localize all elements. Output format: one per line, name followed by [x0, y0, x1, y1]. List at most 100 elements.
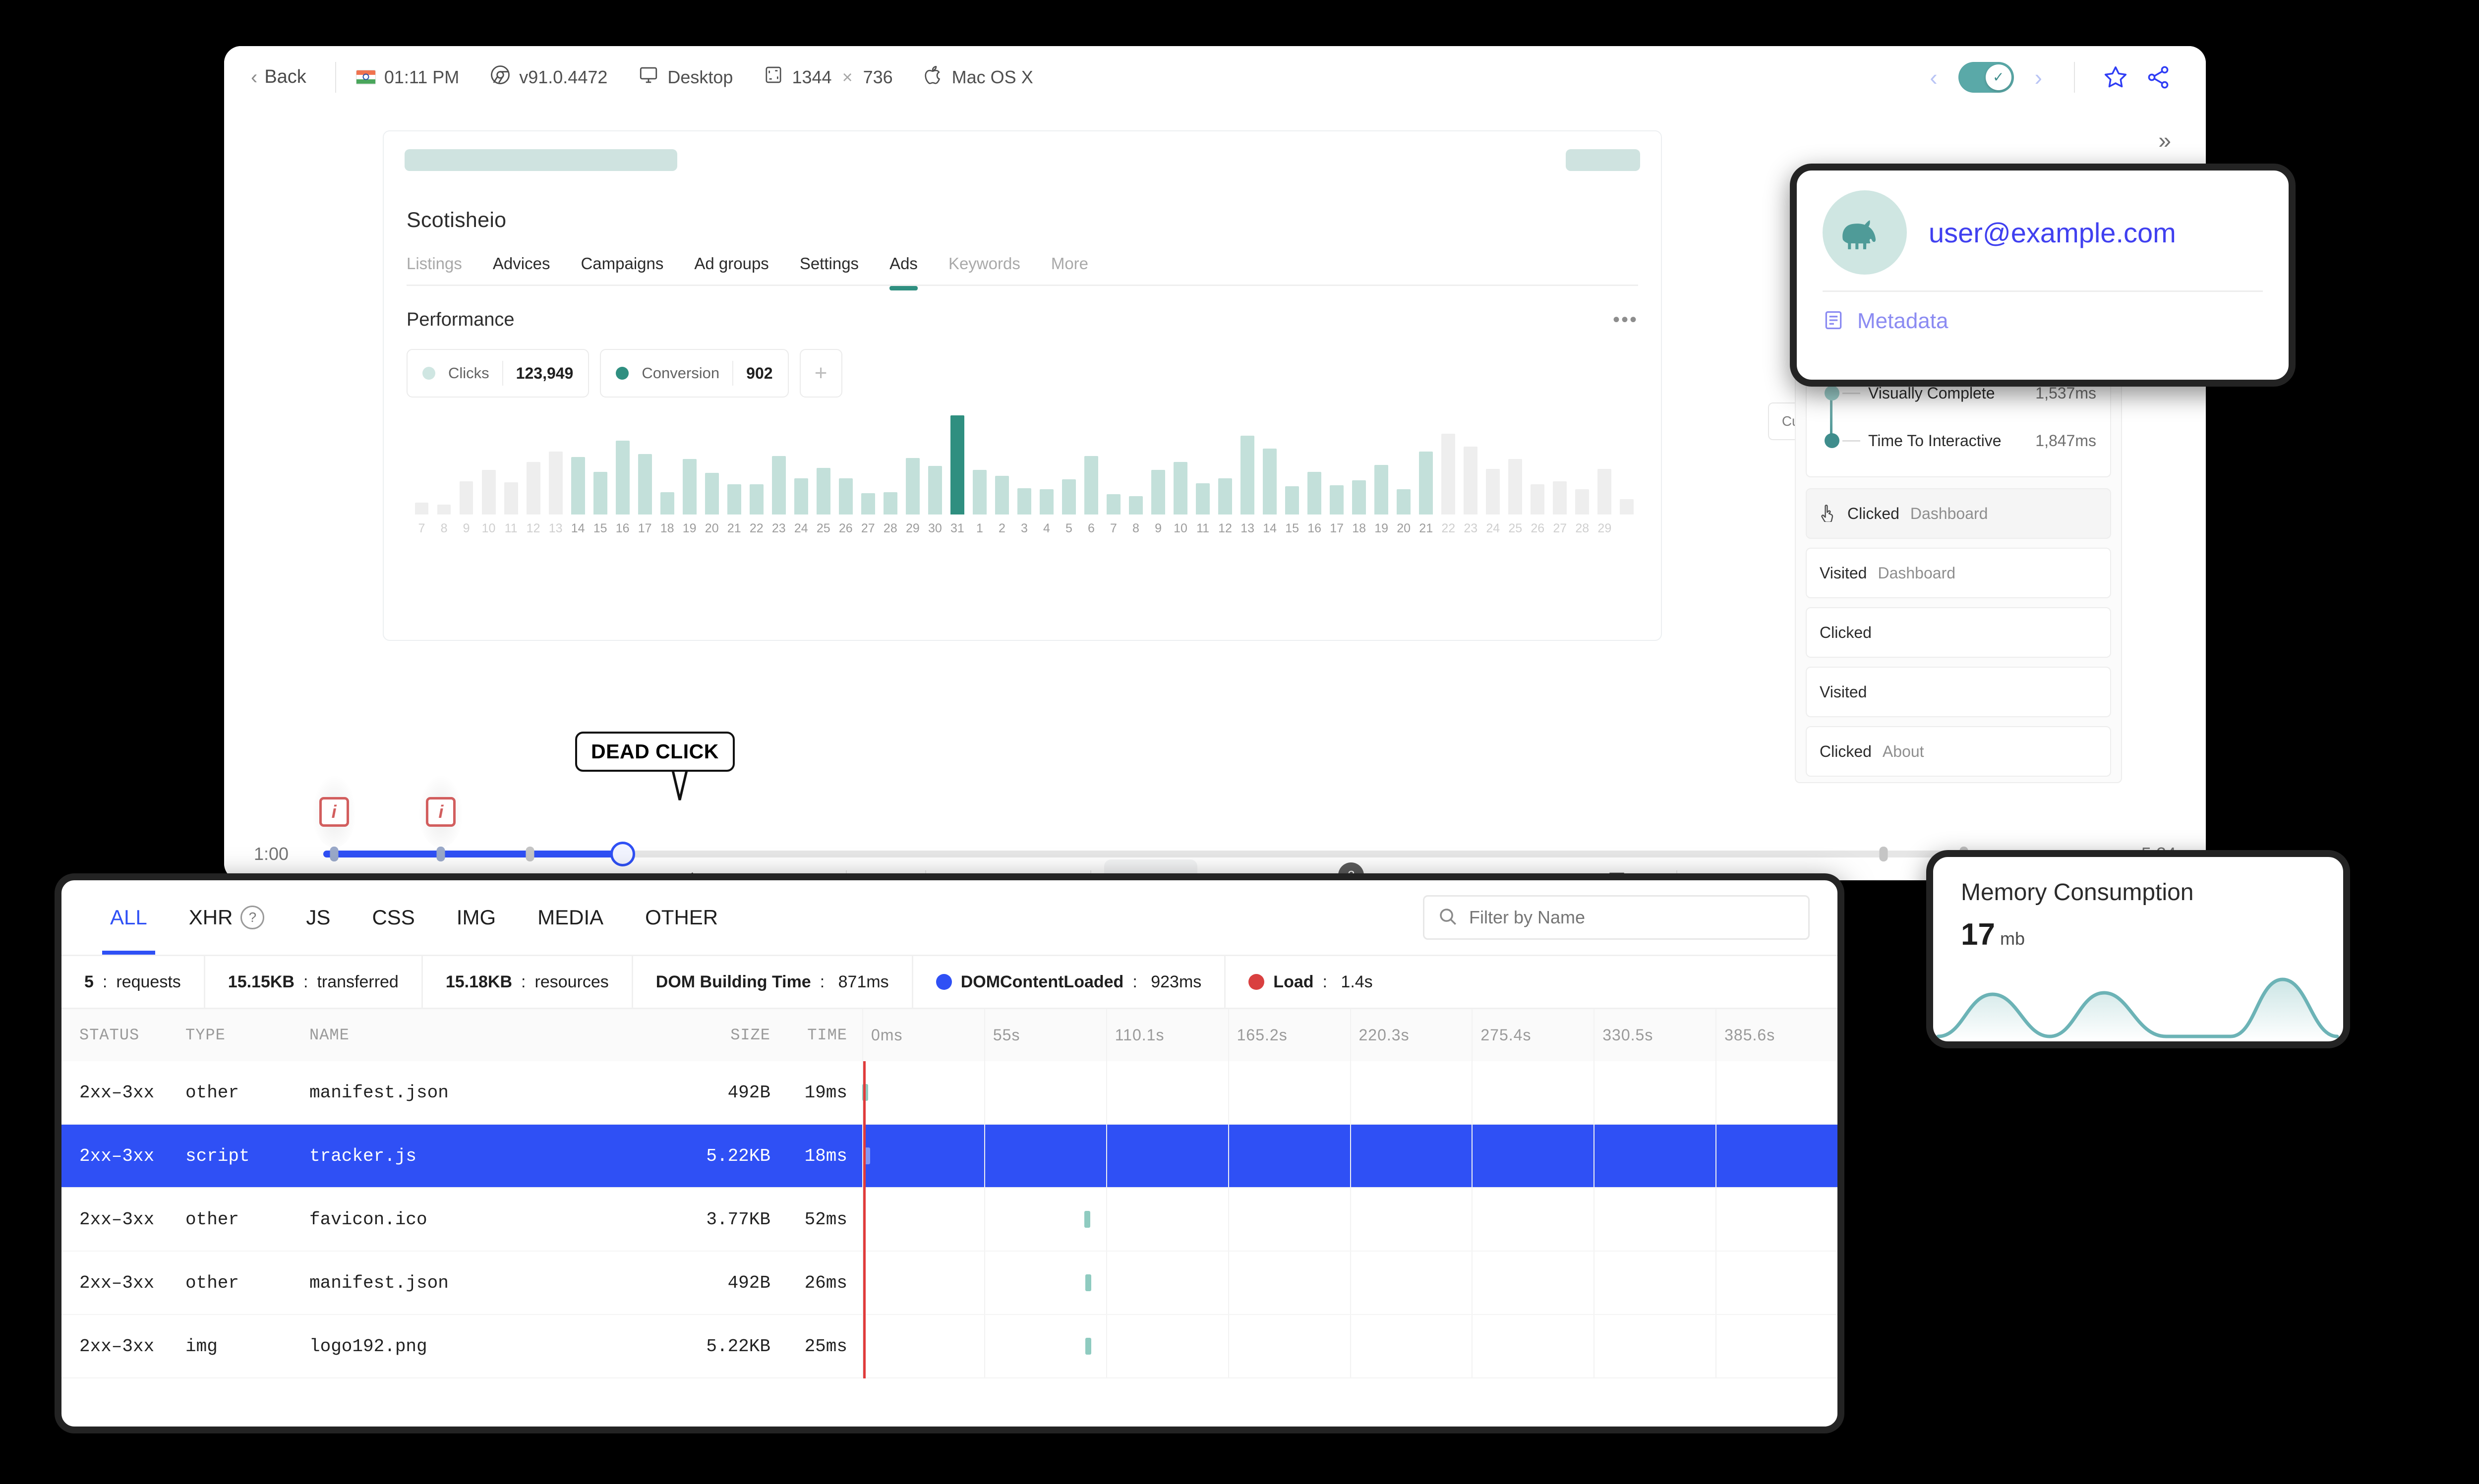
chart-bar — [1464, 447, 1478, 514]
chart-x-tick: 12 — [526, 521, 540, 535]
search-input[interactable] — [1469, 907, 1795, 928]
network-tab-css[interactable]: CSS — [372, 906, 415, 929]
tab-ad-groups[interactable]: Ad groups — [694, 254, 769, 273]
cell-status: 2xx–3xx — [79, 1082, 155, 1103]
waterfall-gridline — [1106, 1315, 1228, 1377]
chart-bar — [638, 454, 652, 514]
metadata-link[interactable]: Metadata — [1823, 309, 2263, 334]
network-tab-other[interactable]: OTHER — [645, 906, 718, 929]
waterfall-gridlines — [862, 1315, 1837, 1377]
waterfall-bar — [1085, 1274, 1092, 1291]
col-time: TIME — [807, 1026, 847, 1044]
kebab-menu-icon[interactable]: ••• — [1612, 309, 1638, 331]
network-table-row[interactable]: 2xx–3xx img logo192.png 5.22KB 25ms — [61, 1315, 1837, 1378]
metric-card-clicks[interactable]: Clicks 123,949 — [407, 349, 590, 398]
chart-x-tick: 5 — [1065, 521, 1072, 535]
tab-listings[interactable]: Listings — [407, 254, 462, 273]
next-session-button[interactable]: › — [2034, 64, 2042, 90]
tab-campaigns[interactable]: Campaigns — [581, 254, 664, 273]
network-tab-img[interactable]: IMG — [456, 906, 496, 929]
waterfall-gridline — [1228, 1252, 1350, 1314]
user-email[interactable]: user@example.com — [1929, 217, 2176, 248]
chart-bar — [1419, 452, 1433, 514]
chart-bar-column — [1058, 415, 1080, 514]
search-icon — [1437, 906, 1458, 929]
timeline-scrubber-handle[interactable] — [610, 842, 636, 866]
star-icon[interactable] — [2103, 64, 2128, 90]
chart-bar — [727, 484, 741, 514]
network-table-row[interactable]: 2xx–3xx other manifest.json 492B 19ms — [61, 1061, 1837, 1378]
chart-x-tick: 10 — [481, 521, 496, 535]
memory-title: Memory Consumption — [1961, 879, 2194, 906]
replay-viewport: Scotisheio Listings Advices Campaigns Ad… — [383, 130, 1662, 641]
event-row-clicked-dashboard[interactable]: Clicked Dashboard — [1806, 488, 2111, 539]
metric-dash — [1842, 392, 1860, 394]
chart-bar — [1597, 469, 1612, 514]
issue-flag-2[interactable]: i — [426, 797, 456, 827]
chart-x-tick: 20 — [705, 521, 719, 535]
timeline-issue-marker[interactable] — [1879, 847, 1888, 861]
waterfall-gridline — [1594, 1061, 1715, 1124]
waterfall-gridline — [1228, 1188, 1350, 1251]
rhino-avatar-icon — [1823, 190, 1907, 275]
network-tab-media[interactable]: MEDIA — [537, 906, 604, 929]
chart-bar — [883, 492, 897, 514]
network-table-row[interactable]: 2xx–3xx other favicon.ico 3.77KB 52ms — [61, 1188, 1837, 1252]
network-tab-js[interactable]: JS — [306, 906, 331, 929]
load-dot — [1248, 974, 1265, 990]
session-status-toggle[interactable]: ✓ — [1958, 61, 2014, 93]
network-tab-all[interactable]: ALL — [89, 880, 168, 955]
timeline-track[interactable]: i i — [311, 773, 2107, 866]
chart-bar — [459, 481, 473, 514]
meta-time: 01:11 PM — [355, 67, 459, 88]
network-search-box[interactable] — [1423, 895, 1810, 940]
waterfall-gridline — [1228, 1061, 1350, 1124]
tab-more[interactable]: More — [1051, 254, 1089, 273]
event-row-clicked[interactable]: Clicked — [1806, 607, 2111, 658]
network-tab-xhr[interactable]: XHR ? — [168, 880, 286, 955]
waterfall-gridline — [1350, 1252, 1472, 1314]
playback-timeline: 1:00 i i — [224, 773, 2206, 880]
share-icon[interactable] — [2145, 64, 2171, 90]
waterfall-gridline — [1350, 1061, 1472, 1124]
chart-x-tick: 9 — [463, 521, 470, 535]
chart-x-tick: 31 — [950, 521, 964, 535]
waterfall-gridline — [1350, 1125, 1472, 1187]
chart-bar — [414, 502, 429, 514]
add-metric-button[interactable]: + — [799, 349, 842, 398]
tab-settings[interactable]: Settings — [799, 254, 859, 273]
tab-keywords[interactable]: Keywords — [948, 254, 1020, 273]
prev-session-button[interactable]: ‹ — [1930, 64, 1938, 90]
stat-requests-label: requests — [116, 972, 181, 991]
help-icon[interactable]: ? — [240, 906, 265, 929]
network-table-row[interactable]: 2xx–3xx script tracker.js 5.22KB 18ms — [61, 1125, 1837, 1188]
tab-ads[interactable]: Ads — [889, 254, 918, 290]
network-table-row[interactable]: 2xx–3xx other manifest.json 492B 26ms — [61, 1252, 1837, 1315]
chart-x-tick: 27 — [1553, 521, 1567, 535]
chart-bar-column — [433, 415, 455, 514]
network-table-body: 2xx–3xx other manifest.json 492B 19ms 2xx–3xx… — [61, 1061, 1837, 1378]
network-table-header: STATUS TYPE NAME SIZE TIME 0ms 55s 110.1s 1… — [61, 1009, 1837, 1061]
back-button[interactable]: ‹ Back — [248, 63, 315, 91]
event-row-visited[interactable]: Visited — [1806, 667, 2111, 717]
event-row-clicked-about[interactable]: Clicked About — [1806, 726, 2111, 777]
ruler-tick: 165.2s — [1228, 1009, 1350, 1061]
tab-advices[interactable]: Advices — [492, 254, 550, 273]
metric-divider — [502, 361, 503, 386]
timeline-issue-marker[interactable] — [436, 847, 445, 861]
chevron-left-icon: ‹ — [251, 66, 258, 88]
conversion-legend-dot — [616, 367, 629, 380]
clicks-legend-dot — [422, 367, 435, 380]
replay-page-tabs: Listings Advices Campaigns Ad groups Set… — [407, 254, 1638, 290]
event-row-visited-dashboard[interactable]: Visited Dashboard — [1806, 548, 2111, 598]
user-identity-card: user@example.com Metadata — [1790, 164, 2296, 387]
issue-flag-1[interactable]: i — [319, 797, 349, 827]
waterfall-gridline — [984, 1188, 1106, 1251]
metric-card-conversion[interactable]: Conversion 902 — [600, 349, 789, 398]
timeline-issue-marker[interactable] — [526, 847, 534, 861]
chart-bar — [1129, 496, 1143, 514]
meta-device: Desktop — [638, 64, 733, 90]
chevron-right-icon[interactable]: » — [2158, 127, 2171, 153]
meta-device-label: Desktop — [667, 66, 733, 87]
timeline-issue-marker[interactable] — [330, 847, 339, 861]
